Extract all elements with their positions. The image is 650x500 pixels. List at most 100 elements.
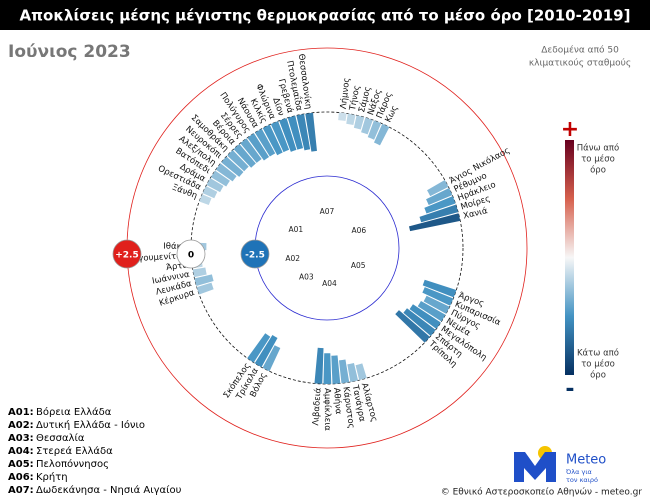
bar (355, 363, 367, 381)
bar (247, 333, 271, 363)
tick-label: 0 (188, 251, 194, 261)
bar (305, 112, 317, 152)
group-label: A06 (351, 226, 366, 235)
bar (233, 143, 256, 168)
station-label: Ιθάκη (163, 242, 187, 252)
legend-text: Πελοπόννησος (36, 458, 109, 470)
legend-text: Βόρεια Ελλάδα (36, 406, 112, 418)
bar (296, 113, 311, 151)
logo-mark (514, 452, 556, 482)
legend-text: Δυτική Ελλάδα - Ιόνιο (36, 419, 145, 431)
bar (192, 267, 207, 278)
station-label: Ηγουμενίτσα (132, 251, 188, 264)
bar (210, 170, 230, 187)
bar (367, 120, 382, 140)
colorbar-sign: + (561, 117, 579, 142)
group-label: A05 (351, 261, 366, 270)
bar (254, 335, 278, 368)
bar (199, 194, 212, 205)
colorbar-label: Πάνω από (577, 143, 619, 154)
legend-key: A07: (8, 485, 34, 496)
logo-name: Meteo (566, 453, 606, 468)
bar (202, 186, 218, 199)
bar (339, 359, 350, 384)
bar (194, 274, 214, 286)
legend-key: A02: (8, 420, 34, 431)
colorbar-sign: - (565, 377, 574, 402)
bar (423, 295, 450, 314)
bar (206, 178, 224, 193)
bar (279, 118, 297, 152)
station-label: Αθήνα (331, 387, 343, 415)
bar (240, 138, 262, 163)
bar (314, 347, 324, 384)
colorbar-label: το μέσο (581, 359, 615, 370)
note: Δεδομένα από 50 (541, 45, 619, 56)
bar (287, 115, 304, 150)
bar (422, 279, 457, 298)
tick-badge (176, 239, 206, 269)
station-label: Αμφίκλεια (322, 388, 332, 431)
colorbar-label: όρο (590, 370, 606, 381)
legend-key: A06: (8, 472, 34, 483)
legend-key: A01: (8, 407, 34, 418)
logo-tagline: Όλα για (565, 468, 592, 476)
station-label: Τήνος (348, 84, 363, 112)
bar (409, 304, 441, 329)
bar (221, 156, 244, 177)
tick-badge (240, 239, 270, 269)
logo: Meteo Όλα για τον καιρό (514, 446, 606, 484)
bar (227, 150, 249, 172)
bar (422, 287, 454, 306)
note: κλιματικούς σταθμούς (529, 58, 631, 69)
footer: © Εθνικό Αστεροσκοπείο Αθηνών - meteo.gr (441, 487, 643, 498)
colorbar-label: το μέσο (581, 154, 615, 165)
bar (426, 187, 453, 206)
bar (262, 124, 283, 156)
bar (419, 204, 459, 223)
tick-label: -2.5 (245, 251, 265, 261)
colorbar-label: Κάτω από (577, 348, 619, 359)
group-label: A02 (285, 254, 300, 263)
legend-text: Στερεά Ελλάδα (36, 445, 113, 457)
bar (424, 196, 456, 214)
group-label: A01 (288, 225, 303, 234)
tick-label: +2.5 (115, 251, 138, 261)
bar (338, 112, 347, 122)
bar (270, 121, 290, 153)
group-label: A07 (320, 207, 335, 216)
station-label: Λιβαδειά (311, 387, 323, 426)
bar (331, 355, 341, 384)
chart-title: Αποκλίσεις μέσης μέγιστης θερμοκρασίας α… (20, 7, 631, 25)
group-label: A03 (299, 272, 314, 281)
bar (254, 128, 276, 157)
colorbar (565, 140, 574, 375)
bar (427, 180, 449, 197)
colorbar-label: όρο (590, 165, 606, 176)
legend-text: Θεσσαλία (36, 432, 85, 444)
bar (408, 213, 461, 232)
bar (361, 117, 373, 135)
group-label: A04 (322, 279, 337, 288)
grid-ring (254, 175, 400, 321)
header-bar (0, 0, 650, 30)
bar (353, 115, 365, 130)
bar (417, 300, 446, 322)
legend-text: Κρήτη (36, 471, 68, 483)
bar (247, 133, 270, 161)
subtitle: Ιούνιος 2023 (8, 42, 131, 62)
legend-key: A05: (8, 459, 34, 470)
station-label: Λήμνος (339, 77, 353, 110)
bar (262, 345, 281, 372)
bar (373, 123, 390, 146)
bar (347, 362, 359, 382)
tick-badge (112, 239, 142, 269)
bar (196, 282, 214, 295)
legend-key: A03: (8, 433, 34, 444)
bar (403, 308, 436, 336)
bar (346, 113, 356, 126)
logo-tagline: τον καιρό (566, 476, 598, 484)
legend-key: A04: (8, 446, 34, 457)
bar (215, 163, 237, 182)
